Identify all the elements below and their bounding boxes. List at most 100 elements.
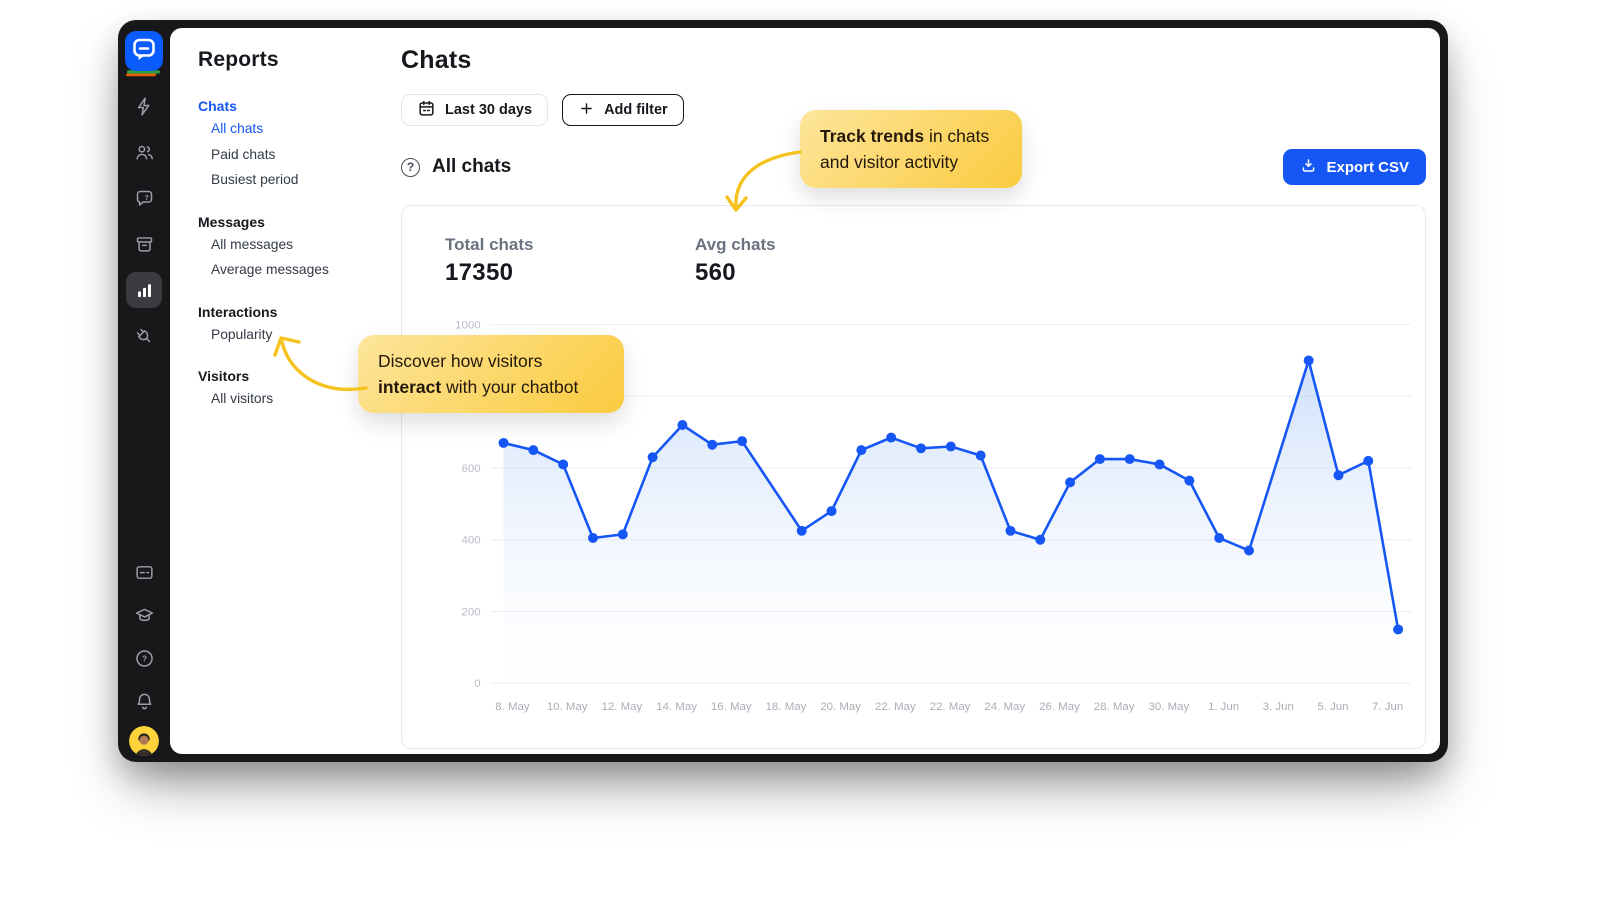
rail-flash-icon[interactable] xyxy=(126,88,162,124)
rail-plug-icon[interactable] xyxy=(126,318,162,354)
x-axis-tick: 28. May xyxy=(1094,701,1135,713)
x-axis-tick: 22. May xyxy=(930,701,971,713)
date-range-label: Last 30 days xyxy=(445,102,533,118)
add-filter-button[interactable]: Add filter xyxy=(562,94,684,126)
stat-label: Total chats xyxy=(445,235,534,254)
callout-text: with your chatbot xyxy=(441,377,579,397)
sidebar-item-all-messages[interactable]: All messages xyxy=(211,236,294,252)
chart-data-point xyxy=(916,443,926,454)
plus-icon xyxy=(578,100,595,121)
x-axis-tick: 3. Jun xyxy=(1263,701,1294,713)
chart-data-point xyxy=(945,441,956,452)
x-axis-tick: 8. May xyxy=(495,701,530,713)
rail-graduation-cap-icon[interactable] xyxy=(126,597,162,633)
x-axis-tick: 18. May xyxy=(766,701,807,713)
nav-section: Visitors All visitors xyxy=(198,366,401,412)
stat-label: Avg chats xyxy=(695,235,776,254)
chart-data-point xyxy=(558,459,569,470)
chart-data-point xyxy=(677,420,688,430)
filter-bar: Last 30 days Add filter xyxy=(401,94,1426,126)
svg-text:?: ? xyxy=(144,195,148,202)
stat-total-chats: Total chats 17350 xyxy=(445,235,695,287)
chart-data-point xyxy=(856,445,867,456)
rail-help-icon[interactable]: ? xyxy=(126,640,162,676)
rail-users-icon[interactable] xyxy=(126,134,162,170)
x-axis-tick: 14. May xyxy=(656,701,697,713)
x-axis-tick: 16. May xyxy=(711,701,752,713)
rail-chat-question-icon[interactable]: ? xyxy=(126,180,162,216)
date-range-button[interactable]: Last 30 days xyxy=(401,94,549,126)
sidebar-item-all-visitors[interactable]: All visitors xyxy=(211,391,274,406)
sidebar-section-visitors[interactable]: Visitors xyxy=(198,368,250,384)
chart-card: Total chats 17350 Avg chats 560 0 200 400 6… xyxy=(401,205,1426,749)
chart-data-point xyxy=(1094,454,1105,465)
chart-data-point xyxy=(707,439,718,450)
rail-bottom-group: ? xyxy=(118,554,170,756)
rail-bar-chart-icon[interactable] xyxy=(126,272,162,308)
sidebar-section-interactions[interactable]: Interactions xyxy=(198,303,278,320)
callout-text: in chats and visitor activity xyxy=(820,126,990,172)
chart-data-point xyxy=(796,525,807,536)
y-axis-tick: 200 xyxy=(462,606,481,618)
chart-data-point xyxy=(1124,454,1135,465)
section-header: ? All chats Export CSV xyxy=(401,149,1426,185)
x-axis-tick: 10. May xyxy=(547,701,588,713)
nav-section: Chats All chats Paid chats Busiest period xyxy=(198,96,401,193)
chart-area-fill xyxy=(503,360,1399,684)
chart-data-point xyxy=(1065,477,1076,488)
chart-data-point xyxy=(1393,624,1404,635)
x-axis-tick: 20. May xyxy=(820,701,861,713)
stat-value: 17350 xyxy=(445,259,514,286)
x-axis-tick: 7. Jun xyxy=(1372,701,1403,713)
download-icon xyxy=(1300,157,1317,178)
chart-data-point xyxy=(1005,525,1016,536)
chart-data-point xyxy=(498,437,509,448)
rail-top-group: ? xyxy=(118,88,170,354)
sidebar-item-all-chats[interactable]: All chats xyxy=(211,121,264,136)
callout-discover-interact: Discover how visitors interact with your… xyxy=(358,335,624,413)
page-title: Chats xyxy=(401,46,472,74)
x-axis-tick: 30. May xyxy=(1149,701,1190,713)
sidebar-item-busiest-period[interactable]: Busiest period xyxy=(211,172,299,187)
y-axis-tick: 600 xyxy=(462,463,481,475)
chart-data-point xyxy=(1303,355,1314,366)
y-axis-tick: 0 xyxy=(474,678,480,690)
sidebar-section-chats[interactable]: Chats xyxy=(198,98,237,114)
chart-data-point xyxy=(1333,470,1344,481)
chart-data-point xyxy=(1363,455,1374,466)
export-csv-button[interactable]: Export CSV xyxy=(1283,149,1426,185)
sidebar-item-paid-chats[interactable]: Paid chats xyxy=(211,146,276,162)
sidebar-item-average-messages[interactable]: Average messages xyxy=(211,262,329,277)
chatbot-logo-icon[interactable] xyxy=(125,31,163,77)
x-axis-tick: 22. May xyxy=(875,701,916,713)
rail-archive-icon[interactable] xyxy=(126,226,162,262)
x-axis-tick: 5. Jun xyxy=(1317,701,1348,713)
chart-data-point xyxy=(826,506,837,517)
calendar-icon xyxy=(417,99,436,122)
chart-data-point xyxy=(647,452,658,463)
chart-data-point xyxy=(1184,475,1195,486)
x-axis-tick: 1. Jun xyxy=(1208,701,1239,713)
chart-data-point xyxy=(1214,532,1225,543)
chart-data-point xyxy=(617,529,628,540)
callout-text: interact xyxy=(378,377,442,397)
chart-data-point xyxy=(1244,545,1254,556)
section-title: All chats xyxy=(432,156,512,177)
nav-section: Interactions Popularity xyxy=(198,302,401,348)
x-axis-tick: 24. May xyxy=(984,701,1025,713)
chart-data-point xyxy=(1035,534,1046,545)
user-avatar[interactable] xyxy=(129,726,159,756)
sidebar-section-messages[interactable]: Messages xyxy=(198,213,265,230)
stat-avg-chats: Avg chats 560 xyxy=(695,235,776,287)
callout-text: Discover how visitors xyxy=(378,351,543,371)
sidebar-item-popularity[interactable]: Popularity xyxy=(211,326,273,342)
chart-stats: Total chats 17350 Avg chats 560 xyxy=(402,206,1425,287)
add-filter-label: Add filter xyxy=(604,102,668,118)
rail-credit-card-icon[interactable] xyxy=(126,554,162,590)
chart-data-point xyxy=(975,450,986,461)
x-axis-tick: 12. May xyxy=(602,701,643,713)
help-circle-icon[interactable]: ? xyxy=(401,157,420,177)
chart-data-point xyxy=(587,532,598,543)
rail-bell-icon[interactable] xyxy=(126,683,162,719)
